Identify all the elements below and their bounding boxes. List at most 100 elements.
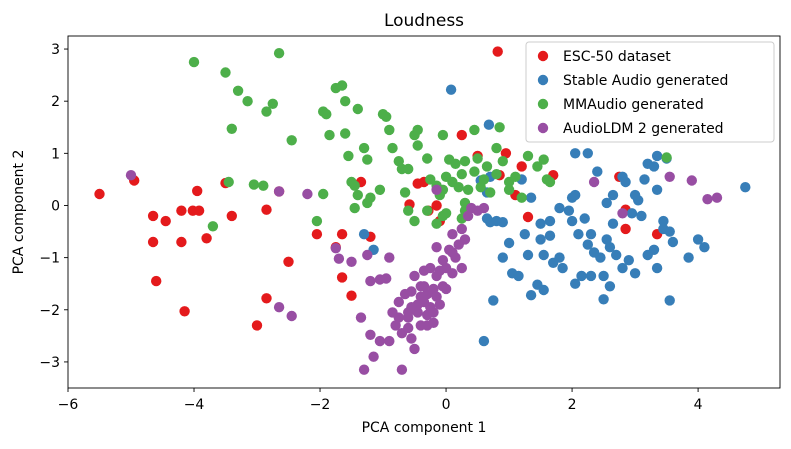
data-point-s3-60 bbox=[425, 262, 436, 274]
data-point-s0-18 bbox=[251, 320, 263, 331]
data-point-s2-57 bbox=[475, 182, 486, 193]
data-point-s3-65 bbox=[428, 317, 439, 328]
data-point-s1-45 bbox=[623, 255, 634, 266]
data-point-s0-9 bbox=[192, 185, 203, 197]
x-tick-label: 4 bbox=[694, 397, 703, 413]
data-point-s2-24 bbox=[352, 189, 363, 201]
data-point-s3-19 bbox=[393, 296, 404, 308]
data-point-s3-8 bbox=[362, 249, 373, 261]
data-point-s2-86 bbox=[503, 184, 515, 195]
data-point-s2-4 bbox=[242, 96, 253, 107]
x-tick-label: 0 bbox=[442, 397, 451, 413]
data-point-s1-54 bbox=[585, 270, 597, 282]
data-point-s1-51 bbox=[582, 148, 593, 159]
data-point-s2-34 bbox=[384, 124, 395, 136]
data-point-s1-11 bbox=[497, 252, 508, 263]
data-point-s2-21 bbox=[343, 150, 354, 162]
data-point-s0-6 bbox=[176, 236, 187, 248]
data-point-s3-74 bbox=[664, 171, 675, 182]
data-point-s0-2 bbox=[147, 210, 159, 222]
data-point-s2-72 bbox=[403, 205, 414, 216]
data-point-s3-71 bbox=[431, 184, 442, 195]
data-point-s2-79 bbox=[661, 152, 672, 163]
data-point-s2-5 bbox=[267, 98, 278, 110]
data-point-s3-52 bbox=[374, 335, 386, 347]
data-point-s2-53 bbox=[459, 156, 471, 167]
data-point-s1-82 bbox=[642, 249, 653, 261]
data-point-s3-5 bbox=[330, 243, 341, 254]
data-point-s3-56 bbox=[418, 281, 430, 292]
data-point-s2-85 bbox=[494, 122, 505, 133]
data-point-s3-18 bbox=[390, 320, 401, 331]
data-point-s2-66 bbox=[522, 150, 534, 162]
y-tick-label: −2 bbox=[39, 303, 60, 319]
y-tick-label: 3 bbox=[51, 42, 60, 58]
data-point-s0-3 bbox=[160, 215, 171, 227]
data-point-s2-68 bbox=[538, 154, 549, 165]
data-point-s3-68 bbox=[406, 302, 417, 313]
data-point-s3-7 bbox=[346, 256, 357, 267]
data-point-s1-75 bbox=[699, 242, 710, 253]
data-point-s2-26 bbox=[352, 103, 363, 115]
data-point-s2-1 bbox=[188, 56, 200, 68]
data-point-s2-27 bbox=[358, 142, 370, 154]
data-point-s2-60 bbox=[485, 187, 496, 198]
x-axis-ticks: −6 −4 −2 0 2 4 bbox=[58, 388, 703, 413]
data-point-s2-82 bbox=[469, 124, 480, 136]
data-point-s1-23 bbox=[538, 284, 549, 296]
data-point-s0-13 bbox=[261, 204, 272, 215]
data-point-s1-41 bbox=[604, 242, 616, 253]
data-point-s0-0 bbox=[94, 188, 105, 200]
data-point-s3-50 bbox=[406, 286, 417, 297]
data-point-s2-0 bbox=[273, 48, 285, 59]
data-point-s1-40 bbox=[601, 234, 612, 245]
data-point-s0-22 bbox=[336, 229, 348, 240]
data-point-s1-80 bbox=[488, 295, 499, 306]
data-point-s2-43 bbox=[425, 174, 436, 185]
y-axis-label: PCA component 2 bbox=[11, 150, 27, 275]
legend-marker-0 bbox=[537, 50, 549, 62]
plot-frame bbox=[67, 35, 781, 389]
x-tick-label: −6 bbox=[58, 397, 79, 413]
data-point-s2-13 bbox=[318, 188, 329, 200]
data-point-s1-81 bbox=[525, 290, 537, 301]
data-point-s1-18 bbox=[544, 230, 556, 241]
data-point-s1-83 bbox=[629, 268, 641, 279]
data-point-s1-43 bbox=[611, 249, 622, 261]
data-point-s1-34 bbox=[573, 229, 584, 240]
data-point-s2-50 bbox=[450, 158, 461, 169]
data-point-s3-77 bbox=[711, 192, 723, 203]
data-point-s1-77 bbox=[617, 171, 628, 182]
data-point-s0-31 bbox=[431, 200, 442, 211]
data-point-s1-63 bbox=[648, 161, 660, 172]
data-point-s1-10 bbox=[503, 237, 515, 249]
data-point-s0-19 bbox=[283, 256, 294, 267]
data-point-s2-64 bbox=[510, 171, 521, 182]
data-point-s1-79 bbox=[478, 335, 490, 347]
data-point-s1-57 bbox=[604, 281, 616, 292]
y-tick-label: −1 bbox=[39, 251, 60, 267]
data-point-s1-48 bbox=[607, 189, 619, 201]
data-point-s3-66 bbox=[437, 281, 449, 292]
x-tick-label: −4 bbox=[184, 397, 205, 413]
data-point-s1-9 bbox=[497, 217, 508, 228]
y-tick-label: 1 bbox=[51, 146, 60, 162]
data-point-s0-5 bbox=[147, 236, 159, 248]
series-3 bbox=[125, 170, 723, 375]
data-point-s0-17 bbox=[261, 293, 272, 304]
data-points bbox=[94, 46, 751, 375]
data-point-s0-43 bbox=[620, 223, 631, 235]
data-point-s3-2 bbox=[302, 188, 313, 200]
data-point-s3-42 bbox=[459, 234, 471, 245]
data-point-s3-57 bbox=[434, 299, 445, 310]
data-point-s2-18 bbox=[336, 80, 348, 91]
data-point-s2-38 bbox=[399, 187, 411, 198]
data-point-s0-12 bbox=[226, 210, 237, 222]
data-point-s2-51 bbox=[453, 182, 464, 193]
data-point-s0-39 bbox=[492, 46, 503, 57]
data-point-s2-3 bbox=[232, 85, 244, 97]
data-point-s1-27 bbox=[535, 218, 546, 229]
data-point-s3-16 bbox=[384, 252, 395, 263]
data-point-s1-62 bbox=[651, 150, 663, 162]
data-point-s2-52 bbox=[456, 169, 467, 180]
